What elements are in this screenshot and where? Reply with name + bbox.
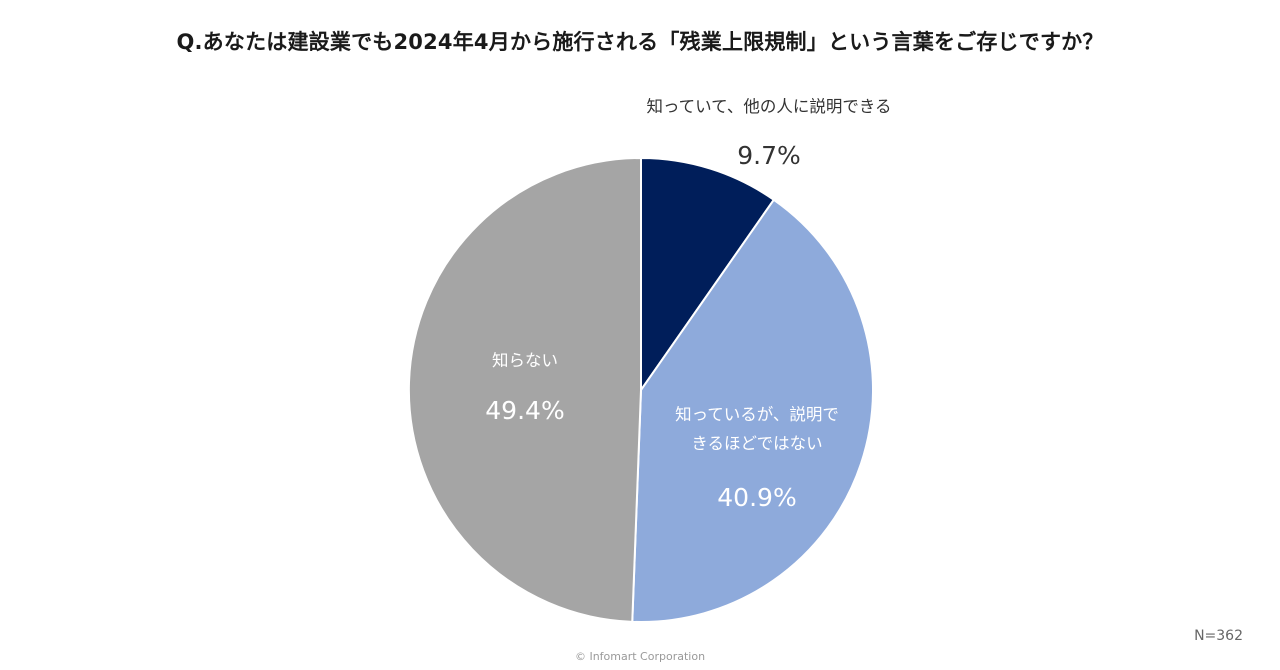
slice-category-label: 知らない [492,351,558,370]
slice-known-not-explainable [631,198,874,623]
copyright: © Infomart Corporation [574,650,706,663]
sample-size: N=362 [1194,628,1243,644]
slice-category-label: 知っているが、説明で [675,405,839,424]
slice-value-label: 49.4% [485,396,564,425]
slice-explainable [640,157,775,391]
slice-category-label: きるほどではない [691,434,822,453]
slice-value-label: 9.7% [737,141,801,170]
chart-title: Q.あなたは建設業でも2024年4月から施行される「残業上限規制」という言葉をご… [176,30,1104,54]
slice-value-label: 40.9% [717,483,796,512]
slice-unknown [407,157,642,623]
slice-category-label: 知っていて、他の人に説明できる [646,97,891,116]
